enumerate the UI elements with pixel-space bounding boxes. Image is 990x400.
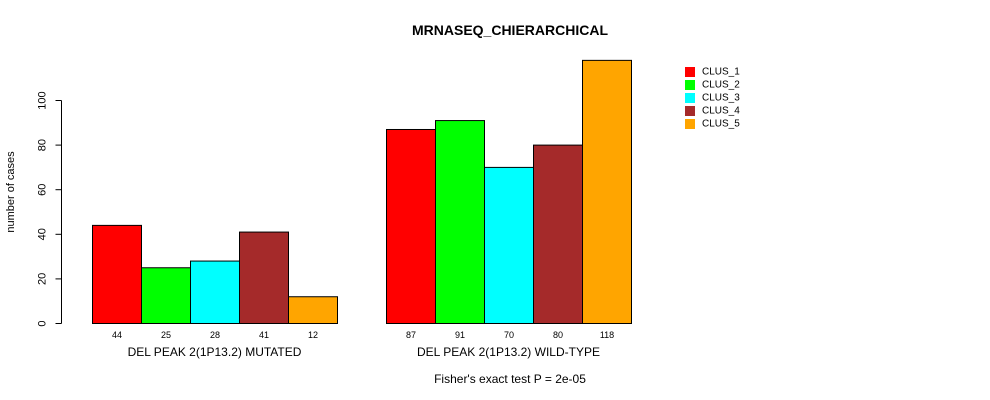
bar-count-label: 87 [406,330,416,340]
bar-clus-3 [484,166,534,324]
legend-swatch [685,93,695,103]
bar-clus-4 [533,144,583,324]
legend-swatch [685,106,695,116]
bar-count-label: 25 [161,330,171,340]
legend-label: CLUS_5 [702,119,740,130]
bar-clus-5 [582,59,632,325]
bar-clus-2 [141,267,191,324]
y-tick-label: 20 [37,273,49,285]
bar-clus-3 [190,260,240,324]
bar-count-label: 70 [504,330,514,340]
legend: CLUS_1 CLUS_2 CLUS_3 CLUS_4 CLUS_5 [685,67,740,130]
legend-swatch [685,119,695,129]
bar-clus-1 [386,128,436,324]
legend-swatch [685,67,695,77]
legend-label: CLUS_4 [702,106,740,117]
bar-count-label: 41 [259,330,269,340]
bar-count-label: 28 [210,330,220,340]
bar-clus-5 [288,296,338,324]
bars: 44 25 28 41 12 DEL PEAK 2(1P13.2) MUTATED 87 91… [92,59,632,359]
bar-count-label: 12 [308,330,318,340]
bar-clus-1 [92,224,142,325]
bar-clus-2 [435,120,485,324]
y-tick-label: 80 [37,139,49,151]
chart-title: MRNASEQ_CHIERARCHICAL [412,22,608,38]
bar-count-label: 91 [455,330,465,340]
group-label: DEL PEAK 2(1P13.2) MUTATED [128,345,302,359]
bar-count-label: 80 [553,330,563,340]
group-label: DEL PEAK 2(1P13.2) WILD-TYPE [417,345,600,359]
bar-count-label: 44 [112,330,122,340]
legend-label: CLUS_1 [702,67,740,78]
y-axis: 0 20 40 60 80 100 [37,91,62,327]
bar-count-label: 118 [600,330,614,340]
legend-swatch [685,80,695,90]
y-tick-label: 0 [37,320,49,326]
fisher-test-footer: Fisher's exact test P = 2e-05 [434,372,586,386]
y-tick-label: 40 [37,228,49,240]
y-tick-label: 60 [37,184,49,196]
y-axis-label: number of cases [5,151,17,233]
legend-label: CLUS_3 [702,93,740,104]
y-tick-label: 100 [37,91,49,109]
legend-label: CLUS_2 [702,80,740,91]
bar-clus-4 [239,231,289,325]
